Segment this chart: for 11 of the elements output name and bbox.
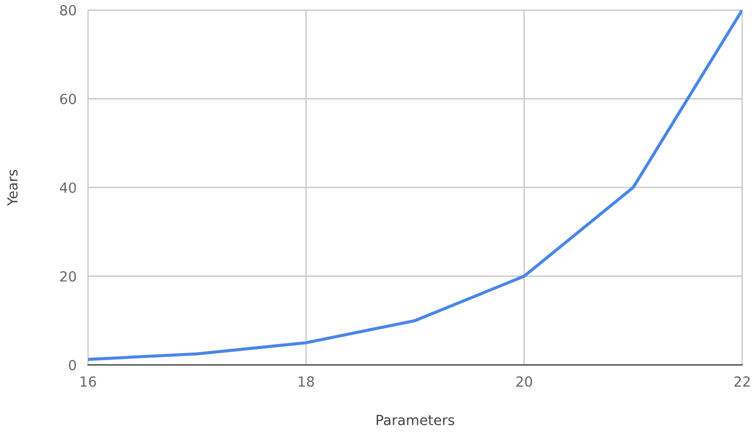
x-tick-label: 20 (516, 376, 532, 387)
x-tick-label: 18 (298, 376, 314, 387)
y-tick-label: 80 (60, 4, 76, 16)
y-axis-title: Years (7, 170, 18, 206)
y-tick-label: 40 (60, 182, 76, 193)
y-tick-label: 60 (60, 94, 76, 104)
x-tick-label: 16 (80, 376, 96, 387)
x-tick-label: 22 (734, 376, 750, 387)
y-tick-label: 20 (60, 271, 76, 282)
x-axis-title: Parameters (376, 414, 454, 426)
y-tick-label: 0 (68, 360, 76, 370)
